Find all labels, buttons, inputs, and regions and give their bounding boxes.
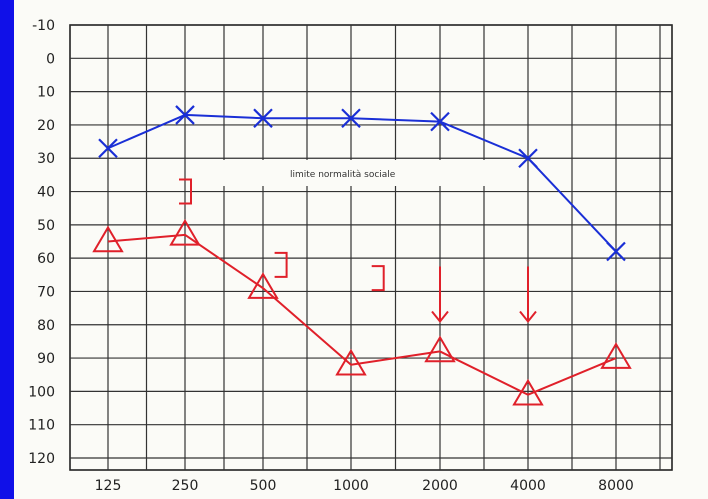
series-layer — [92, 105, 632, 406]
series-point-x — [175, 105, 195, 125]
y-tick-label: 50 — [37, 218, 55, 234]
y-tick-label: 60 — [37, 251, 55, 267]
y-tick-labels: -10 0 10 20 30 40 50 60 70 80 90 100 110 120 — [28, 18, 55, 467]
annotation-box — [200, 160, 500, 186]
series-point-triangle — [424, 335, 456, 363]
series-point-triangle — [335, 348, 367, 376]
x-tick-label: 500 — [250, 478, 277, 494]
y-tick-label: 90 — [37, 351, 55, 367]
y-tick-label: -10 — [32, 18, 55, 34]
y-tick-label: 80 — [37, 318, 55, 334]
series-point-triangle — [247, 272, 279, 299]
series-point-x — [98, 138, 118, 159]
series-line — [107, 233, 617, 396]
series-point-triangle — [169, 218, 201, 246]
y-tick-label: 0 — [46, 51, 55, 67]
x-tick-label: 2000 — [422, 478, 458, 494]
y-tick-label: 120 — [28, 451, 55, 467]
series-point-x — [341, 108, 361, 129]
x-tick-label: 8000 — [598, 478, 634, 494]
extra-mark-bracket — [371, 265, 385, 292]
extra-mark-bracket — [274, 251, 288, 278]
x-tick-label: 1000 — [333, 478, 369, 494]
x-tick-label: 250 — [172, 478, 199, 494]
audiogram-sheet — [14, 0, 708, 499]
series-point-x — [606, 241, 626, 262]
y-tick-label: 40 — [37, 185, 55, 201]
annotation-label: limite normalità sociale — [290, 170, 396, 180]
series-point-x — [518, 148, 538, 169]
series-point-triangle — [92, 225, 124, 253]
y-tick-label: 10 — [37, 85, 55, 101]
series-point-triangle — [600, 342, 632, 369]
series-point-triangle — [512, 378, 544, 406]
x-tick-label: 4000 — [510, 478, 546, 494]
y-tick-label: 70 — [37, 284, 55, 300]
series-point-x — [253, 108, 273, 129]
extra-mark-arrow — [431, 266, 449, 324]
x-tick-labels: 125 250 500 1000 2000 4000 8000 — [95, 478, 634, 494]
extra-mark-bracket — [179, 178, 192, 205]
extra-marks-layer — [179, 178, 537, 324]
x-tick-label: 125 — [95, 478, 122, 494]
y-tick-label: 30 — [37, 151, 55, 167]
y-tick-label: 100 — [28, 384, 55, 400]
y-tick-label: 110 — [28, 418, 55, 434]
extra-mark-arrow — [519, 266, 537, 324]
series-point-x — [430, 111, 450, 132]
grid-layer — [69, 24, 673, 471]
y-tick-label: 20 — [37, 118, 55, 134]
